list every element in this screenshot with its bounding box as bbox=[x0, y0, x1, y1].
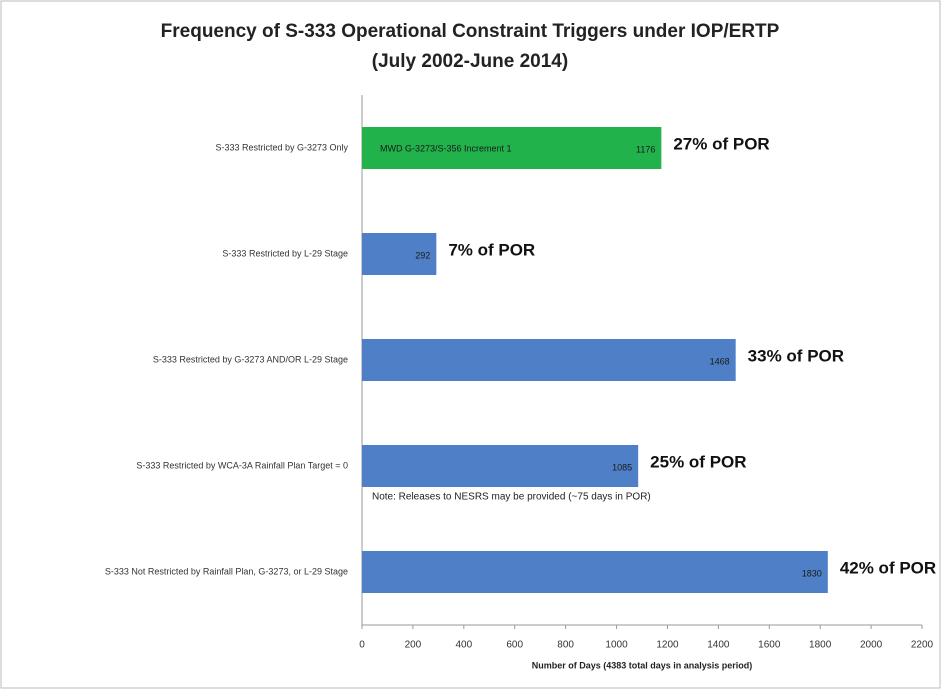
chart-subtitle: (July 2002-June 2014) bbox=[372, 51, 568, 72]
data-label: 1830 bbox=[802, 568, 822, 578]
annotation: 33% of POR bbox=[748, 346, 844, 365]
annotation: 25% of POR bbox=[650, 452, 746, 471]
data-label: 292 bbox=[415, 250, 430, 260]
bar bbox=[362, 551, 828, 593]
note: Note: Releases to NESRS may be provided … bbox=[372, 492, 651, 503]
y-tick-label: S-333 Restricted by G-3273 Only bbox=[215, 142, 348, 152]
x-tick-label: 1400 bbox=[707, 640, 730, 651]
bar bbox=[362, 127, 662, 169]
x-tick-label: 400 bbox=[455, 640, 472, 651]
x-tick-label: 1600 bbox=[758, 640, 781, 651]
bar bbox=[362, 445, 639, 487]
annotation: 7% of POR bbox=[448, 240, 535, 259]
y-tick-label: S-333 Restricted by G-3273 AND/OR L-29 S… bbox=[153, 354, 348, 364]
x-tick-label: 2200 bbox=[911, 640, 934, 651]
data-label: 1085 bbox=[612, 462, 632, 472]
x-axis-label: Number of Days (4383 total days in analy… bbox=[532, 660, 753, 670]
data-label: 1468 bbox=[710, 356, 730, 366]
x-tick-label: 800 bbox=[557, 640, 574, 651]
x-tick-label: 1000 bbox=[605, 640, 628, 651]
annotation: 42% of POR bbox=[840, 558, 936, 577]
y-tick-label: S-333 Restricted by WCA-3A Rainfall Plan… bbox=[136, 460, 348, 470]
bar-text: MWD G-3273/S-356 Increment 1 bbox=[380, 143, 512, 153]
x-tick-label: 1200 bbox=[656, 640, 679, 651]
y-tick-label: S-333 Not Restricted by Rainfall Plan, G… bbox=[105, 566, 348, 576]
bar bbox=[362, 339, 736, 381]
chart-title: Frequency of S-333 Operational Constrain… bbox=[161, 21, 780, 42]
x-tick-label: 1800 bbox=[809, 640, 832, 651]
x-tick-label: 2000 bbox=[860, 640, 883, 651]
data-label: 1176 bbox=[636, 144, 655, 154]
bar bbox=[362, 233, 437, 275]
x-tick-label: 600 bbox=[506, 640, 523, 651]
annotation: 27% of POR bbox=[673, 134, 769, 153]
x-tick-label: 0 bbox=[359, 640, 365, 651]
x-tick-label: 200 bbox=[405, 640, 422, 651]
y-tick-label: S-333 Restricted by L-29 Stage bbox=[222, 248, 348, 258]
